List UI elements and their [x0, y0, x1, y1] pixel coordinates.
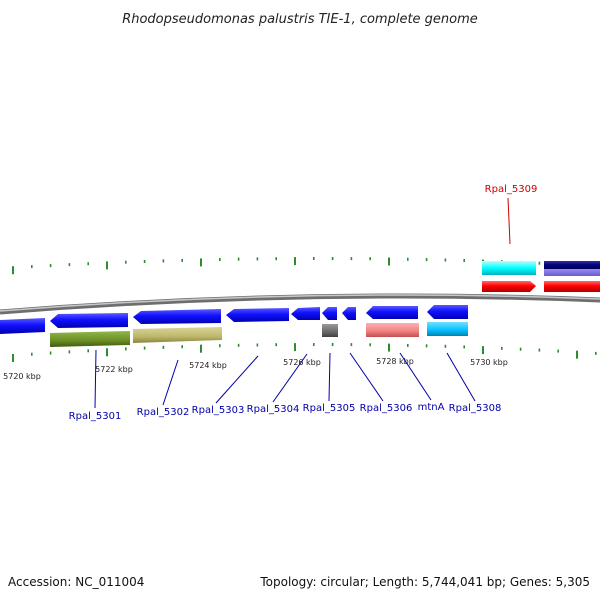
scale-label: 5726 kbp: [283, 358, 321, 367]
accession-text: Accession: NC_011004: [8, 575, 144, 589]
genome-backbone: [0, 293, 600, 315]
gene-labels: Rpal_5301 Rpal_5302 Rpal_5303 Rpal_5304 Rpal…: [69, 184, 538, 422]
feature-rpal-5309-cyan[interactable]: [482, 261, 536, 275]
cds-feature-mtna[interactable]: [366, 306, 418, 319]
scale-label: 5724 kbp: [189, 361, 227, 370]
cds-feature-rpal-5303[interactable]: [226, 308, 289, 322]
gene-leader-line: [399, 352, 432, 401]
feature-mtna-sky[interactable]: [427, 322, 468, 336]
scale-label: 5730 kbp: [470, 358, 508, 367]
cds-feature-rpal-5304[interactable]: [291, 307, 320, 320]
cds-feature-rpal-5301[interactable]: [50, 313, 128, 328]
gene-label[interactable]: Rpal_5305: [303, 403, 356, 414]
gene-leader-line: [507, 197, 511, 245]
bottom-tick-row: [12, 343, 597, 362]
scale-label: 5722 kbp: [95, 365, 133, 374]
genome-stats-text: Topology: circular; Length: 5,744,041 bp…: [259, 575, 590, 589]
cds-feature-rpal-5309[interactable]: [482, 281, 536, 292]
gene-label[interactable]: Rpal_5304: [247, 404, 300, 415]
gene-label[interactable]: mtnA: [418, 402, 445, 413]
cds-feature-left-edge[interactable]: [0, 318, 45, 334]
cds-feature-rpal-5302[interactable]: [133, 309, 221, 324]
feature-rpal-5306-pink[interactable]: [366, 323, 419, 337]
cds-feature-forward-next[interactable]: [544, 281, 600, 292]
gene-label[interactable]: Rpal_5302: [137, 407, 190, 418]
gene-label[interactable]: Rpal_5301: [69, 411, 122, 422]
feature-rpal-5302-khaki[interactable]: [133, 327, 222, 343]
forward-feature-row: [482, 261, 600, 276]
gene-label[interactable]: Rpal_5309: [485, 184, 538, 195]
feature-navy-top[interactable]: [544, 261, 600, 269]
cds-feature-rpal-5306[interactable]: [342, 307, 356, 320]
feature-rpal-5301-olive[interactable]: [50, 331, 130, 347]
genome-backbone-highlight: [0, 294, 600, 312]
gene-leader-line: [272, 353, 308, 403]
gene-leader-line: [446, 352, 476, 402]
scale-label: 5728 kbp: [376, 357, 414, 366]
feature-rpal-5305-gray[interactable]: [322, 324, 338, 337]
gene-leader-line: [349, 352, 384, 402]
gene-leader-line: [162, 359, 179, 406]
reverse-strand-cds: [0, 305, 468, 334]
gene-leader-line: [215, 355, 259, 404]
gene-leader-line: [94, 349, 97, 409]
cds-feature-rpal-5308[interactable]: [427, 305, 468, 319]
forward-strand-cds: [482, 281, 600, 292]
scale-label: 5720 kbp: [3, 372, 41, 381]
gene-label[interactable]: Rpal_5303: [192, 405, 245, 416]
gene-label[interactable]: Rpal_5308: [449, 403, 502, 414]
map-title: Rhodopseudomonas palustris TIE-1, comple…: [122, 12, 478, 27]
gene-label[interactable]: Rpal_5306: [360, 403, 413, 414]
feature-slate-top[interactable]: [544, 269, 600, 276]
scale-labels: 5720 kbp 5722 kbp 5724 kbp 5726 kbp 5728…: [3, 357, 508, 381]
reverse-feature-row: [50, 322, 468, 347]
gene-leader-line: [328, 352, 331, 402]
cds-feature-rpal-5305[interactable]: [322, 307, 337, 320]
